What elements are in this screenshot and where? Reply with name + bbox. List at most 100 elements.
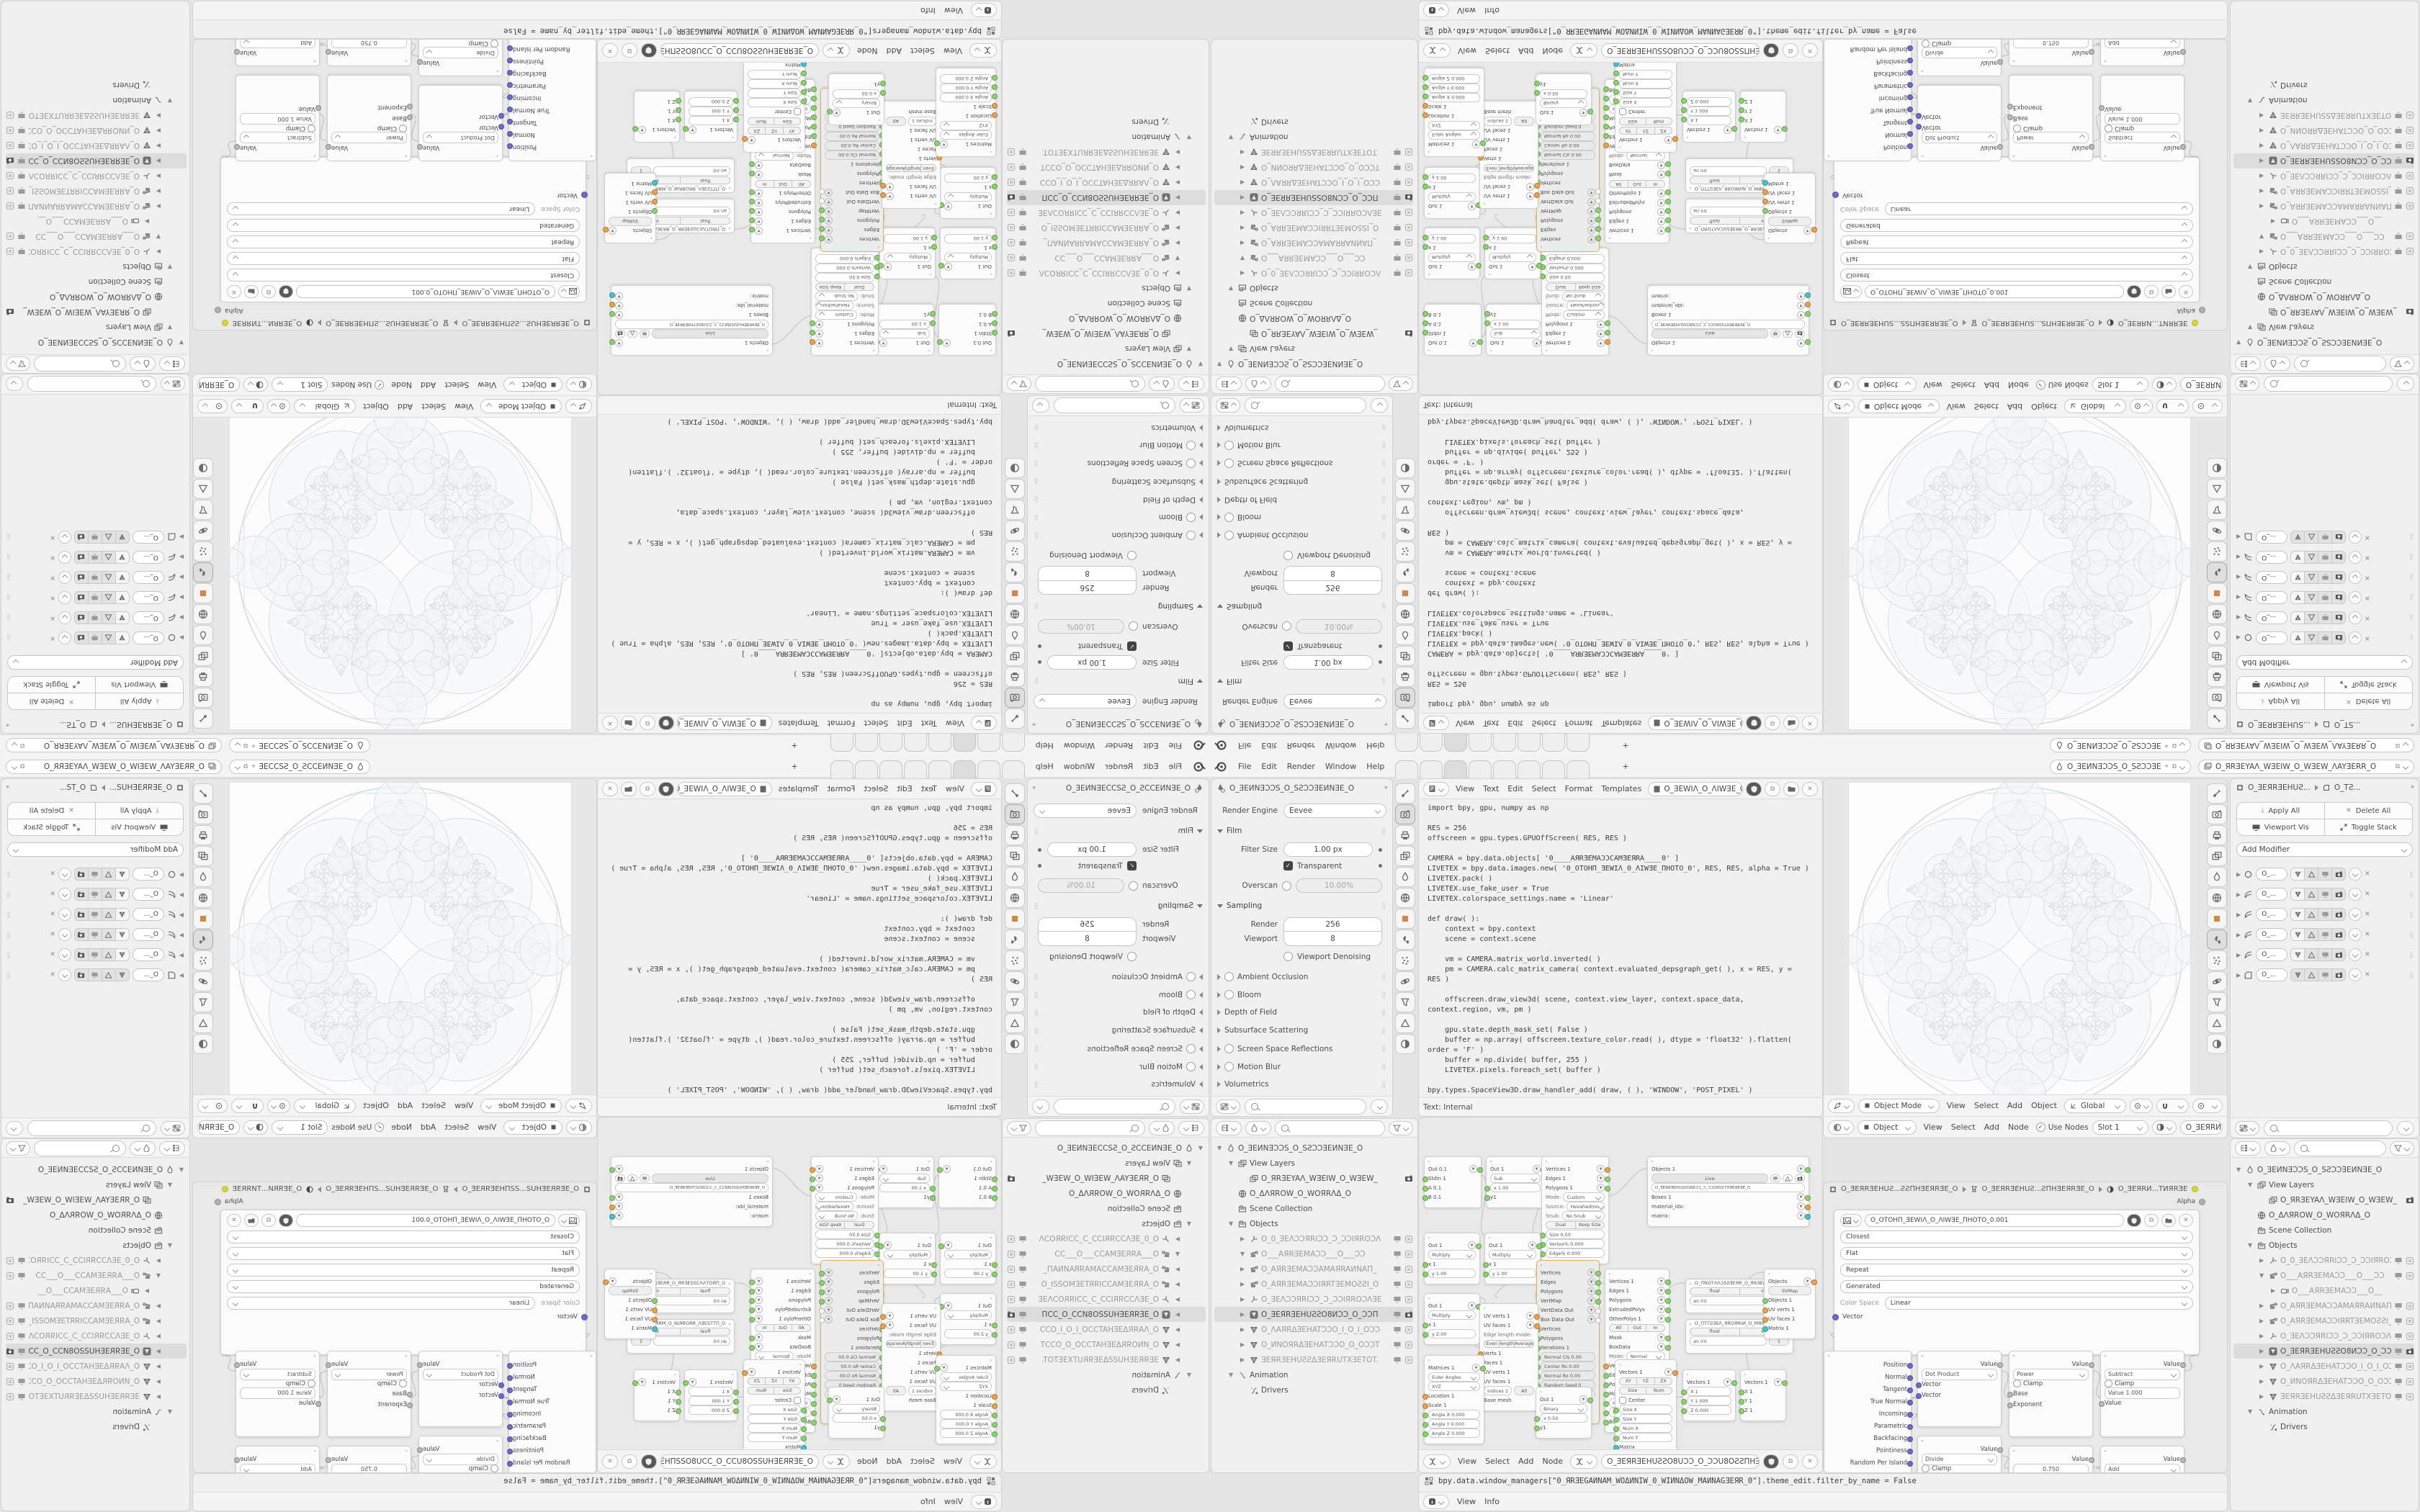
modifier-toggle-viewport[interactable] bbox=[2318, 551, 2333, 564]
sverchok-node[interactable]: ⌄ Vertices 1 ▼ Edges 1 ▼ Polygons 1 ▼ Mode: Cust… bbox=[1540, 1156, 1610, 1264]
modifier-toggle-render[interactable] bbox=[2331, 551, 2347, 564]
text-menu-select[interactable]: Select bbox=[1531, 784, 1556, 793]
unlink-text-button[interactable]: ✕ bbox=[602, 716, 618, 731]
modifier-row[interactable]: ▶ O_... ✕ ⣿ bbox=[6, 865, 184, 883]
node-select[interactable]: Multiply bbox=[944, 253, 992, 262]
monitor-icon[interactable] bbox=[1018, 1250, 1027, 1259]
xbox-icon[interactable] bbox=[1007, 163, 1016, 172]
math-node-divide[interactable]: ⌄ Value Divide Clamp bbox=[417, 40, 503, 76]
properties-tab-output[interactable] bbox=[1395, 825, 1415, 845]
monitor-icon[interactable] bbox=[1393, 1326, 1402, 1334]
transparent-checkbox[interactable]: ✓ bbox=[1283, 642, 1293, 651]
socket-menu-icon[interactable]: ▼ bbox=[1469, 1165, 1477, 1173]
delete-modifier-button[interactable]: ✕ bbox=[2365, 891, 2370, 898]
menu-window[interactable]: Window bbox=[1325, 741, 1357, 750]
socket-menu-icon[interactable]: ▼ bbox=[884, 1241, 892, 1249]
xbox-icon[interactable] bbox=[6, 248, 14, 256]
modifier-toggle-render[interactable] bbox=[2331, 948, 2347, 961]
shader-menu-node[interactable]: Node bbox=[2008, 380, 2029, 390]
socket-menu-icon[interactable]: ▼ bbox=[815, 320, 823, 328]
workspace-tab[interactable] bbox=[1567, 734, 1590, 752]
animate-dot-icon[interactable] bbox=[1038, 847, 1041, 852]
workspace-tab[interactable] bbox=[830, 734, 853, 752]
drag-dots-icon[interactable]: ⣿ bbox=[6, 971, 11, 978]
monitor-icon[interactable] bbox=[2394, 187, 2403, 196]
monitor-icon[interactable] bbox=[2394, 1272, 2403, 1280]
node-field[interactable]: Edge% 0.000 bbox=[1546, 1248, 1605, 1258]
outliner-row[interactable]: ▶ O_ΛAЯRΔƎEHATƆƆO_I_O_I_OƆƆ bbox=[6, 138, 187, 153]
outliner-row[interactable]: ▶ O_ИNOЯRΔƎEHATƆƆO_O_OƆƆT bbox=[6, 123, 187, 138]
sverchok-node[interactable]: ⌄ Matrices 1 ▼ Euler Angles XYZ Location 1 Sca… bbox=[934, 1355, 998, 1444]
fake-user-shield-button[interactable] bbox=[2127, 1214, 2141, 1227]
properties-tab-modifiers[interactable] bbox=[1395, 930, 1415, 950]
outliner-display-mode-button[interactable] bbox=[159, 1140, 185, 1156]
drag-dots-icon[interactable]: ⣿ bbox=[1381, 827, 1386, 834]
fake-user-shield-button[interactable] bbox=[1746, 716, 1762, 731]
workspace-tab[interactable] bbox=[854, 734, 878, 752]
clamp-checkbox[interactable] bbox=[2105, 125, 2112, 132]
shader-menu-select[interactable]: Select bbox=[1950, 380, 1976, 390]
workspace-tab[interactable] bbox=[1420, 734, 1443, 752]
socket-menu-icon[interactable]: ▼ bbox=[1587, 207, 1595, 215]
viewer-object-data-button[interactable] bbox=[1783, 1174, 1793, 1182]
fake-user-shield-button[interactable] bbox=[279, 1214, 293, 1227]
image-name-field[interactable]: O_OTOHΠ_ƎEWIΛ_O_ΛIWƎE_ΠHOTO_0.001 bbox=[296, 1214, 555, 1227]
text-menu-format[interactable]: Format bbox=[827, 719, 856, 728]
photo-icon[interactable] bbox=[2406, 157, 2414, 166]
socket-menu-icon[interactable]: ▼ bbox=[1657, 1333, 1665, 1341]
projection-select[interactable]: Flat bbox=[1840, 1247, 2193, 1260]
expander-icon[interactable]: ▶ bbox=[156, 203, 161, 210]
photo-icon[interactable] bbox=[1007, 194, 1016, 202]
info-log-line[interactable]: bpy.data.window_managers["0_ЯRƎEGAИNAM_W… bbox=[503, 27, 982, 35]
drag-dots-icon[interactable]: ⣿ bbox=[2409, 951, 2414, 958]
modifier-extras-button[interactable] bbox=[58, 888, 71, 901]
menu-file[interactable]: File bbox=[1168, 741, 1182, 750]
modifier-extras-button[interactable] bbox=[2349, 948, 2362, 961]
math-node-dot-product[interactable]: ⌄ Value Dot Product Vector Vector bbox=[1916, 1351, 2003, 1427]
operation-select[interactable]: Power bbox=[2013, 132, 2089, 144]
socket-menu-icon[interactable]: ▼ bbox=[879, 1165, 887, 1173]
expander-icon[interactable]: ▶ bbox=[1240, 225, 1245, 231]
editor-type-button[interactable] bbox=[969, 1454, 997, 1469]
modifier-extras-button[interactable] bbox=[2349, 968, 2362, 981]
socket-menu-icon[interactable]: ▼ bbox=[825, 235, 833, 243]
node-field[interactable]: Normal Ro 0.00 bbox=[825, 132, 879, 141]
outliner-row[interactable]: O_ЯRƎEYAΛ_WƎEIW_O_WƎEW_ bbox=[1214, 1171, 1413, 1186]
delete-all-button[interactable]: ✕ Delete All bbox=[2323, 693, 2413, 710]
photo-icon[interactable] bbox=[1007, 1310, 1016, 1319]
breadcrumb-mesh[interactable]: O_ƎEЯRƎEHUƧ...ƧΠHƎEЯRƎE_O bbox=[1981, 1185, 2094, 1193]
transform-orientation-selector[interactable]: Global bbox=[2063, 1098, 2127, 1113]
active-tool-button[interactable] bbox=[565, 1098, 592, 1113]
segmented-buttons[interactable]: All Out In bbox=[754, 180, 811, 188]
expander-icon[interactable]: ▼ bbox=[179, 339, 184, 346]
photo-icon[interactable] bbox=[1404, 1310, 1413, 1319]
node-checkbox[interactable] bbox=[1619, 108, 1626, 116]
monitor-icon[interactable] bbox=[1018, 269, 1027, 278]
image-texture-node[interactable]: O_OTOHΠ_ƎEWIΛ_O_ΛIWƎE_ΠHOTO_0.001 ⧉ ✕ Cl… bbox=[1832, 1210, 2200, 1355]
outliner-row[interactable]: ▶ O_ИNOЯRΔƎEHATƆƆO_O_OƆƆT bbox=[2233, 1374, 2414, 1389]
modifier-extras-button[interactable] bbox=[2349, 571, 2362, 584]
modifier-row[interactable]: ▶ O_... ✕ ⣿ bbox=[6, 926, 184, 943]
drag-dots-icon[interactable]: ⣿ bbox=[6, 911, 11, 918]
viewport-menu-view[interactable]: View bbox=[454, 402, 474, 411]
value-field[interactable]: Value 1.000 bbox=[2105, 1387, 2180, 1399]
modifier-toggle-viewport[interactable] bbox=[2318, 868, 2333, 881]
socket-menu-icon[interactable]: ▼ bbox=[1579, 109, 1587, 117]
scene-selector[interactable]: O_ƎEИNƎƆƆS_O_SƧƆƆƎEИ... ⌖ ⧉ bbox=[2050, 738, 2191, 753]
section-chevron-icon[interactable] bbox=[1217, 829, 1223, 833]
workspace-tab[interactable] bbox=[1001, 760, 1025, 778]
outliner-row[interactable]: O_ЯRƎEYAΛ_WƎEIW_O_WƎEW_ bbox=[1007, 1171, 1206, 1186]
socket-menu-icon[interactable]: ▼ bbox=[815, 1174, 823, 1182]
sverchok-node[interactable]: ⌄ Out 1 ▼ Sub x 1.00 y1 bbox=[1484, 1156, 1546, 1208]
socket-menu-icon[interactable]: ▼ bbox=[1472, 1364, 1480, 1372]
monitor-icon[interactable] bbox=[1393, 254, 1402, 263]
material-selector[interactable]: O_ƎEЯRИ bbox=[2179, 377, 2223, 392]
modifier-extras-button[interactable] bbox=[58, 968, 71, 981]
monitor-icon[interactable] bbox=[17, 1377, 26, 1386]
node-select[interactable]: Sub bbox=[879, 1174, 930, 1183]
material-selector[interactable]: O_ƎEЯRИ bbox=[197, 377, 241, 392]
monitor-icon[interactable] bbox=[2394, 202, 2403, 211]
text-menu-edit[interactable]: Edit bbox=[1507, 719, 1523, 728]
properties-tab-world[interactable] bbox=[2207, 888, 2227, 908]
